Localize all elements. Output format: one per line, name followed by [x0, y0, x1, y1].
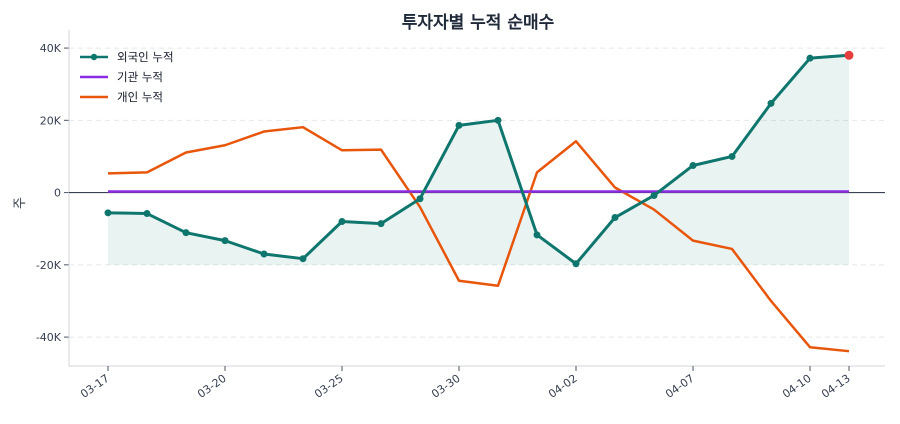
- y-tick-label: 0: [54, 187, 61, 200]
- data-point: [611, 214, 619, 222]
- data-point: [533, 231, 541, 239]
- y-axis-label: 주: [13, 197, 28, 209]
- foreign-fill-area: [108, 55, 849, 265]
- data-point: [104, 209, 112, 217]
- data-point: [221, 237, 229, 245]
- series-line-2: [107, 125, 850, 353]
- last-point-marker: [844, 50, 854, 60]
- x-tick-label: 03-17: [78, 372, 112, 401]
- data-point: [689, 161, 697, 169]
- legend-label: 기관 누적: [117, 70, 163, 84]
- y-tick-label: 20K: [40, 114, 62, 127]
- data-point: [182, 229, 190, 237]
- x-tick-label: 03-30: [429, 372, 463, 401]
- data-point: [455, 121, 463, 129]
- data-point: [260, 250, 268, 258]
- y-tick-label: -40K: [36, 331, 62, 344]
- data-point: [767, 99, 775, 107]
- data-point: [338, 217, 346, 225]
- data-point: [572, 260, 580, 268]
- data-point: [143, 210, 151, 218]
- data-point: [494, 116, 502, 124]
- data-point: [299, 255, 307, 263]
- x-tick-label: 04-10: [780, 372, 814, 401]
- data-point: [806, 54, 814, 62]
- data-point: [377, 220, 385, 228]
- y-tick-label: 40K: [40, 42, 62, 55]
- x-tick-label: 03-25: [312, 372, 346, 401]
- legend-label: 외국인 누적: [117, 50, 174, 64]
- data-point: [650, 191, 658, 199]
- x-tick-label: 04-07: [663, 372, 697, 401]
- x-tick-label: 03-20: [195, 372, 229, 401]
- legend-label: 개인 누적: [117, 90, 163, 104]
- series-line-0: [107, 53, 850, 266]
- data-point: [416, 195, 424, 203]
- x-tick-label: 04-02: [546, 372, 580, 401]
- data-point: [728, 152, 736, 160]
- y-tick-label: -20K: [36, 259, 62, 272]
- legend-marker: [90, 53, 98, 61]
- x-tick-label: 04-13: [819, 372, 853, 401]
- chart-title: 투자자별 누적 순매수: [402, 13, 555, 33]
